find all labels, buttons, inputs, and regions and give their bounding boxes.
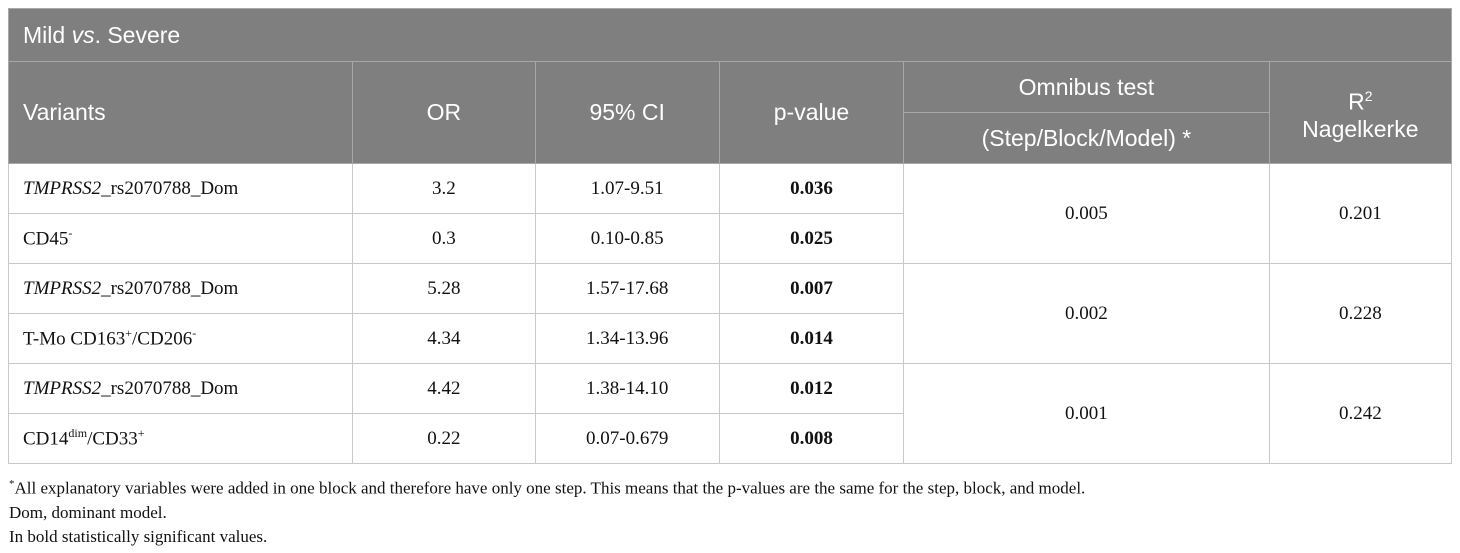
table-row: CD14dim/CD33+ 0.22 0.07-0.679 0.008 [7, 413, 1452, 464]
header-ci: 95% CI [534, 61, 720, 164]
pvalue-cell: 0.007 [718, 263, 905, 314]
footnote-dom: Dom, dominant model. [9, 502, 167, 522]
or-cell: 4.34 [352, 313, 536, 364]
variant-cell: TMPRSS2_rs2070788_Dom [7, 163, 354, 214]
results-table-container: Mild vs. Severe Variants OR 95% CI p-val… [7, 8, 1453, 549]
header-omnibus: Omnibus test [903, 61, 1270, 113]
pvalue-cell: 0.008 [718, 413, 905, 464]
variant-cell: TMPRSS2_rs2070788_Dom [7, 363, 354, 414]
header-pvalue: p-value [718, 61, 905, 164]
ci-cell: 0.07-0.679 [534, 413, 720, 464]
omnibus-cell: 0.005 [903, 163, 1270, 264]
table-footnotes: *All explanatory variables were added in… [8, 472, 1452, 549]
header-r2: R2 Nagelkerke [1268, 61, 1453, 164]
omnibus-cell: 0.002 [903, 263, 1270, 364]
header-omnibus-sub: (Step/Block/Model) * [903, 112, 1270, 164]
ci-cell: 0.10-0.85 [534, 213, 720, 264]
footnote-asterisk: *All explanatory variables were added in… [9, 478, 1086, 498]
results-table: Mild vs. Severe Variants OR 95% CI p-val… [7, 8, 1453, 464]
table-caption: Mild vs. Severe [8, 8, 1452, 62]
r2-cell: 0.242 [1268, 363, 1453, 464]
table-row: TMPRSS2_rs2070788_Dom 3.2 1.07-9.51 0.03… [7, 163, 1453, 264]
pvalue-cell: 0.012 [718, 363, 905, 414]
or-cell: 4.42 [352, 363, 536, 414]
pvalue-cell: 0.014 [718, 313, 905, 364]
table-caption-row: Mild vs. Severe [8, 8, 1452, 62]
ci-cell: 1.57-17.68 [534, 263, 720, 314]
ci-cell: 1.34-13.96 [534, 313, 720, 364]
pvalue-cell: 0.036 [718, 163, 905, 214]
or-cell: 3.2 [352, 163, 536, 214]
r2-cell: 0.228 [1268, 263, 1453, 364]
variant-cell: TMPRSS2_rs2070788_Dom [7, 263, 354, 314]
pvalue-cell: 0.025 [718, 213, 905, 264]
or-cell: 0.22 [352, 413, 536, 464]
header-or: OR [352, 61, 536, 164]
header-row-2: (Step/Block/Model) * [9, 112, 1452, 164]
table-row: TMPRSS2_rs2070788_Dom 4.42 1.38-14.10 0.… [7, 363, 1453, 464]
r2-cell: 0.201 [1268, 163, 1453, 264]
variant-cell: T-Mo CD163+/CD206- [7, 313, 354, 364]
footnote-bold: In bold statistically significant values… [9, 526, 268, 546]
header-variants: Variants [7, 61, 354, 164]
omnibus-cell: 0.001 [903, 363, 1270, 464]
or-cell: 5.28 [352, 263, 536, 314]
variant-cell: CD45- [7, 213, 354, 264]
table-row: T-Mo CD163+/CD206- 4.34 1.34-13.96 0.014 [7, 313, 1452, 364]
header-row-1: Variants OR 95% CI p-value Omnibus test … [7, 61, 1453, 164]
ci-cell: 1.07-9.51 [534, 163, 720, 214]
variant-cell: CD14dim/CD33+ [7, 413, 354, 464]
or-cell: 0.3 [352, 213, 536, 264]
table-row: TMPRSS2_rs2070788_Dom 5.28 1.57-17.68 0.… [7, 263, 1453, 364]
ci-cell: 1.38-14.10 [534, 363, 720, 414]
